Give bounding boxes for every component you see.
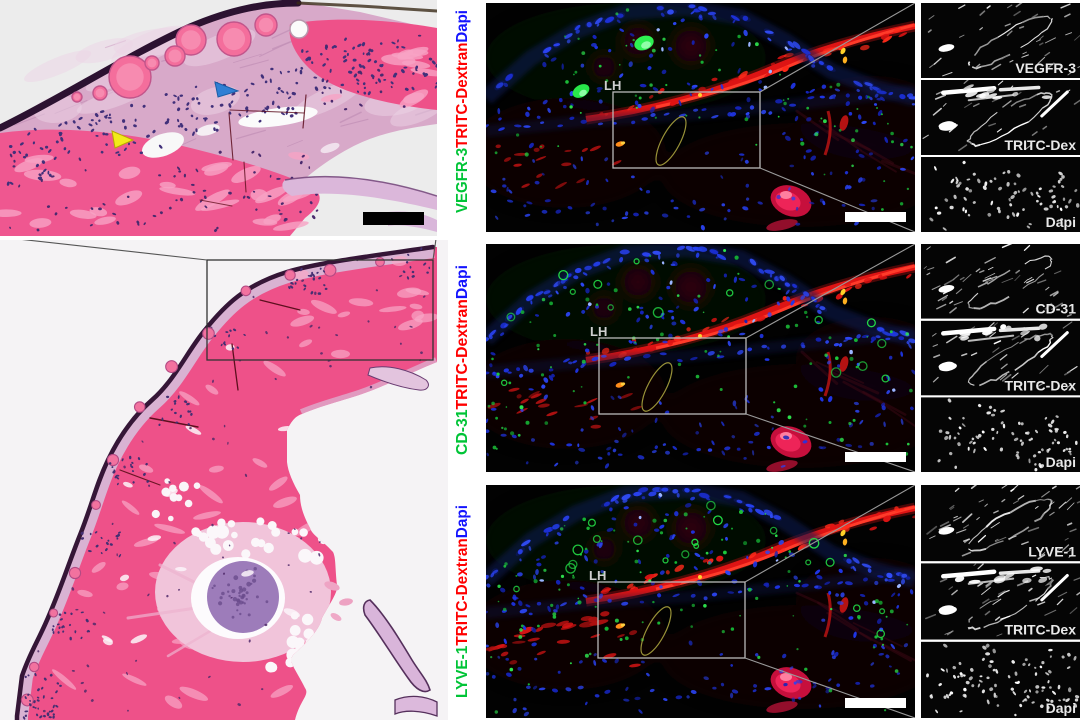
svg-text:Dapi: Dapi [1046,214,1076,230]
svg-text:CD-31TRITC-DextranDapi: CD-31TRITC-DextranDapi [454,265,471,455]
svg-text:CD-31: CD-31 [1036,301,1077,317]
svg-text:VEGFR-3TRITC-DextranDapi: VEGFR-3TRITC-DextranDapi [454,10,471,213]
svg-text:LH: LH [589,568,606,583]
svg-text:Dapi: Dapi [1046,700,1076,716]
svg-text:TRITC-Dex: TRITC-Dex [1004,622,1076,638]
svg-text:TRITC-Dex: TRITC-Dex [1004,137,1076,153]
svg-text:LH: LH [604,78,621,93]
svg-text:LYVE-1TRITC-DextranDapi: LYVE-1TRITC-DextranDapi [454,505,471,698]
svg-text:TRITC-Dex: TRITC-Dex [1004,377,1076,393]
svg-text:VEGFR-3: VEGFR-3 [1015,60,1076,76]
svg-text:LH: LH [590,324,607,339]
svg-text:Dapi: Dapi [1046,454,1076,470]
svg-text:LYVE-1: LYVE-1 [1028,543,1076,559]
